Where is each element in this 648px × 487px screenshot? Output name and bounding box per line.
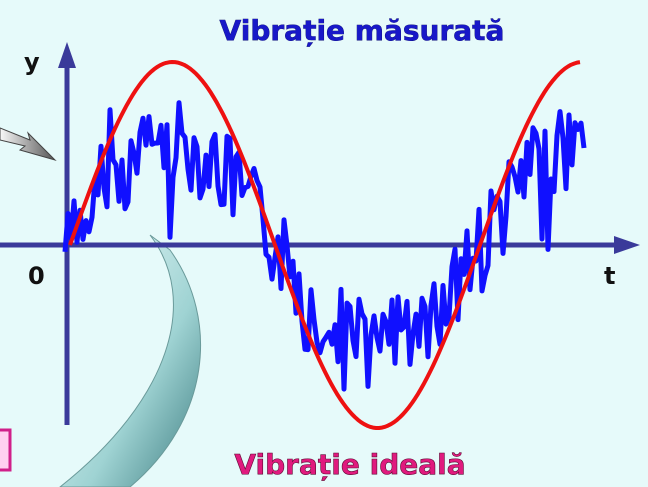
y-label: y [24, 48, 40, 76]
caption: Vibrație ideală [234, 448, 465, 481]
x-label: t [604, 262, 615, 290]
title: Vibrație măsurată [220, 14, 505, 47]
label-box [0, 430, 10, 470]
diagram: y 0 t Vibrație măsurată Vibrație ideală [0, 0, 648, 487]
origin-label: 0 [28, 262, 45, 290]
